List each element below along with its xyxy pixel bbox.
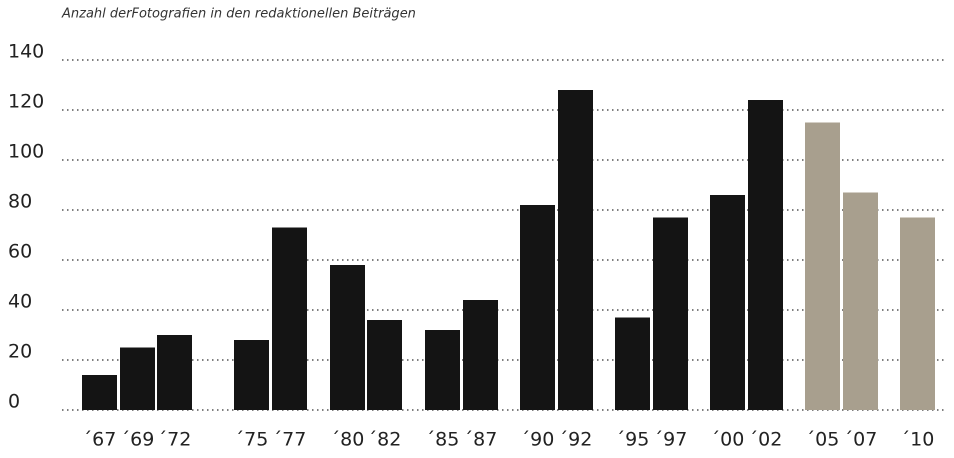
y-tick-label: 140 [8, 41, 44, 63]
x-tick-label: ´85 [426, 429, 460, 451]
bar [653, 217, 688, 410]
y-tick-label: 60 [8, 241, 32, 263]
x-tick-label: ´92 [559, 429, 593, 451]
x-tick-label: ´10 [901, 429, 935, 451]
bar [157, 335, 192, 410]
bar [425, 330, 460, 410]
x-tick-label: ´67 [83, 429, 117, 451]
bar [843, 192, 878, 410]
x-tick-label: ´07 [844, 429, 878, 451]
y-tick-label: 120 [8, 91, 44, 113]
bar [463, 300, 498, 410]
bar [900, 217, 935, 410]
x-tick-label: ´72 [158, 429, 192, 451]
y-tick-label: 40 [8, 291, 32, 313]
bar [272, 227, 307, 410]
bar [748, 100, 783, 410]
x-tick-label: ´97 [654, 429, 688, 451]
x-tick-label: ´02 [749, 429, 783, 451]
bar [120, 347, 155, 410]
bar [710, 195, 745, 410]
x-tick-label: ´80 [331, 429, 365, 451]
x-tick-label: ´77 [273, 429, 307, 451]
x-tick-label: ´87 [464, 429, 498, 451]
bar [558, 90, 593, 410]
chart-title: Anzahl derFotografien in den redaktionel… [61, 7, 416, 22]
bar [82, 375, 117, 410]
bar [615, 317, 650, 410]
y-tick-label: 0 [8, 391, 20, 413]
y-tick-label: 100 [8, 141, 44, 163]
bar [234, 340, 269, 410]
bar [805, 122, 840, 410]
x-tick-label: ´75 [235, 429, 269, 451]
y-tick-label: 20 [8, 341, 32, 363]
y-tick-label: 80 [8, 191, 32, 213]
x-tick-label: ´90 [521, 429, 555, 451]
x-tick-label: ´05 [806, 429, 840, 451]
x-tick-label: ´82 [368, 429, 402, 451]
x-tick-label: ´00 [711, 429, 745, 451]
x-tick-label: ´95 [616, 429, 650, 451]
x-tick-label: ´69 [121, 429, 155, 451]
bar [367, 320, 402, 410]
bar [520, 205, 555, 410]
bar [330, 265, 365, 410]
